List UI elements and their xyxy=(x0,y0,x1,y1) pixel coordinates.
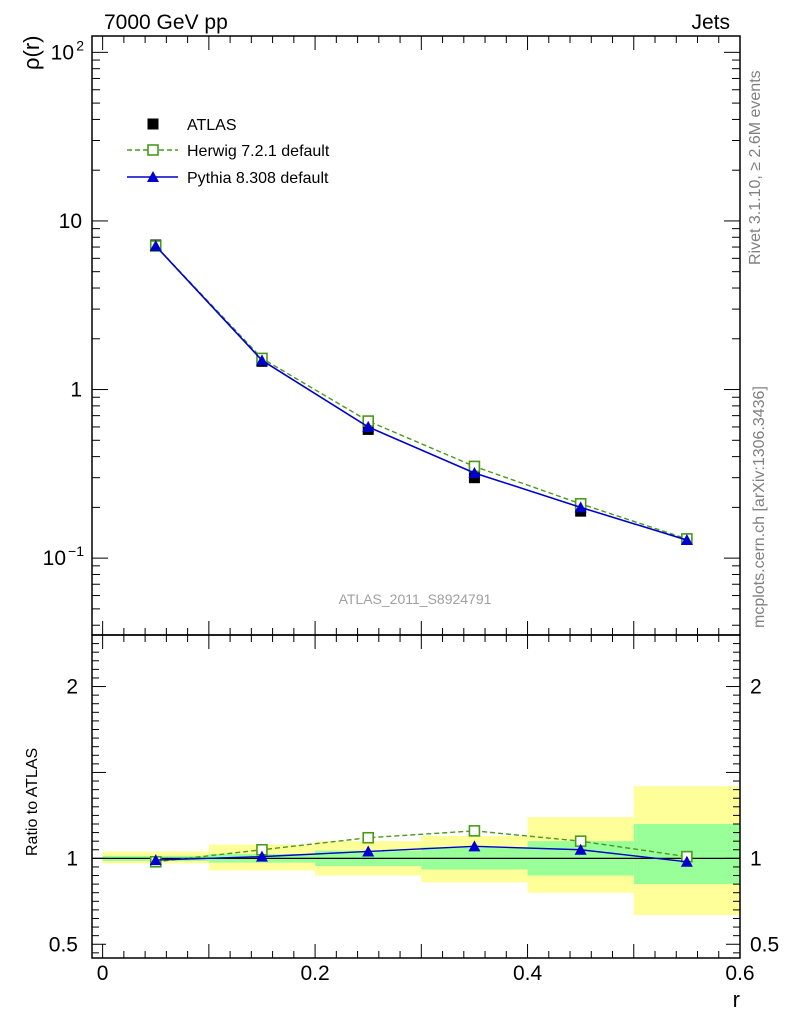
x-tick-label: 0.2 xyxy=(300,962,329,985)
pythia-8-308-default-point xyxy=(680,534,693,546)
rivet-label: Rivet 3.1.10, ≥ 2.6M events xyxy=(747,70,764,265)
x-axis-label: r xyxy=(733,987,740,1012)
herwig-7-2-1-default-line xyxy=(155,245,688,540)
pythia-8-308-default-point xyxy=(149,240,162,252)
ratio-y-tick-label: 0.5 xyxy=(49,933,78,956)
x-tick-label: 0 xyxy=(97,962,109,985)
pythia-8-308-default-point xyxy=(574,501,587,513)
y-tick-label-exp: −1 xyxy=(68,543,84,559)
x-tick-label: 0.6 xyxy=(725,962,754,985)
y-tick-label-exp: 2 xyxy=(76,37,84,53)
ratio-ylabel: Ratio to ATLAS xyxy=(24,748,41,856)
y-tick-label: 1 xyxy=(70,379,82,402)
ratio-y-tick-label-right: 2 xyxy=(750,676,762,699)
pythia-8-308-default-ratio-point xyxy=(149,854,162,866)
ratio-y-tick-label: 1 xyxy=(66,847,78,870)
main-ylabel: ρ(r) xyxy=(19,36,44,71)
legend-label-pythia-8-308-default: Pythia 8.308 default xyxy=(187,170,329,187)
herwig-7-2-1-default-ratio-point xyxy=(362,831,374,844)
ratio-y-tick-label: 2 xyxy=(66,676,78,699)
pythia-8-308-default-ratio-point xyxy=(362,845,375,857)
pythia-8-308-default-ratio-point xyxy=(680,855,693,867)
y-tick-label-base: 10 xyxy=(51,41,74,64)
herwig-7-2-1-default-ratio-point xyxy=(468,825,481,837)
pythia-8-308-default-ratio-point xyxy=(468,840,481,852)
header-right: Jets xyxy=(691,11,730,34)
legend-marker-herwig-7-2-1-default xyxy=(147,144,159,156)
y-tick-label-base: 10 xyxy=(43,547,66,570)
pythia-8-308-default-point xyxy=(255,354,268,366)
header-left: 7000 GeV pp xyxy=(104,11,228,34)
pythia-8-308-default-ratio-line xyxy=(155,845,687,863)
pythia-8-308-default-point xyxy=(468,466,481,478)
mcplots-label: mcplots.cern.ch [arXiv:1306.3436] xyxy=(751,386,768,628)
x-tick-label: 0.4 xyxy=(513,962,543,985)
y-tick-label: 10 xyxy=(59,210,82,233)
pythia-8-308-default-point xyxy=(362,420,375,432)
analysis-watermark: ATLAS_2011_S8924791 xyxy=(339,591,492,607)
ratio-y-tick-label-right: 0.5 xyxy=(750,933,779,956)
legend-label-atlas: ATLAS xyxy=(187,117,237,134)
herwig-7-2-1-default-ratio-line xyxy=(155,830,687,863)
pythia-8-308-default-ratio-point xyxy=(574,843,587,855)
pythia-8-308-default-ratio-point xyxy=(255,850,268,862)
legend-label-herwig-7-2-1-default: Herwig 7.2.1 default xyxy=(187,143,330,160)
legend-marker-pythia-8-308-default xyxy=(147,171,159,182)
ratio-plot-frame xyxy=(91,634,741,959)
ratio-y-tick-label-right: 1 xyxy=(750,847,762,870)
legend-marker-atlas xyxy=(147,118,159,130)
pythia-8-308-default-line xyxy=(155,245,688,541)
